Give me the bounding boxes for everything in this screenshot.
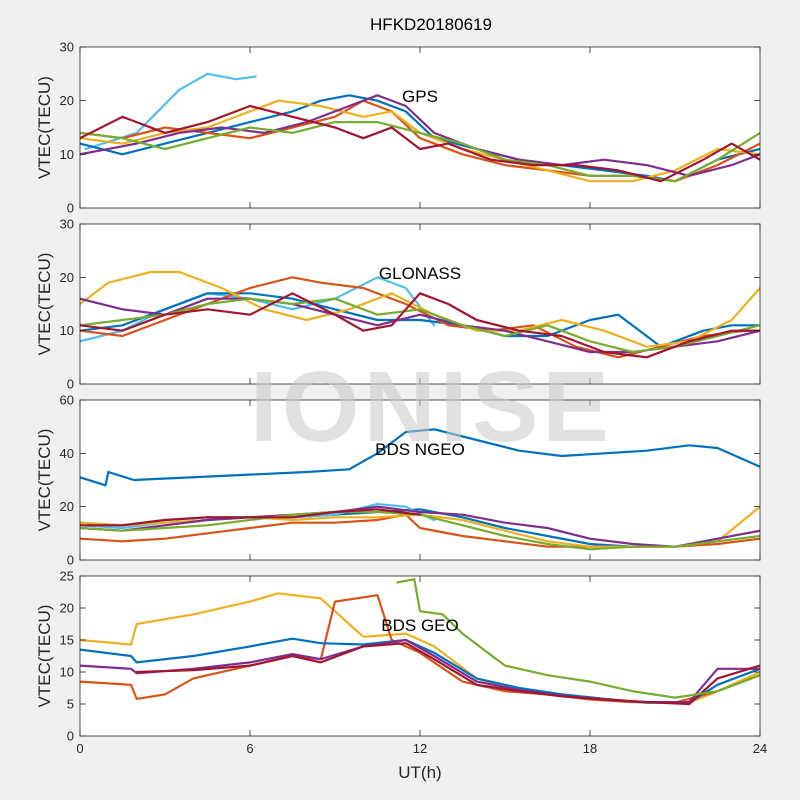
- plot-area: [80, 400, 760, 560]
- series-line-5: [396, 578, 760, 699]
- panel-1: 0 10 20 30 VTEC(TECU) GLONASS: [35, 217, 761, 392]
- y-tick-label: 60: [60, 393, 74, 408]
- x-tick-label: 12: [413, 741, 427, 756]
- y-tick-label: 40: [60, 446, 74, 461]
- series-group: [80, 72, 760, 183]
- y-tick-label: 20: [60, 270, 74, 285]
- y-tick-label: 10: [60, 147, 74, 162]
- series-line-6: [80, 104, 760, 183]
- panel-0: 0 10 20 30 VTEC(TECU) GPS: [35, 40, 761, 216]
- y-tick-label: 5: [67, 697, 74, 712]
- series-line-5: [80, 505, 760, 548]
- series-line-0: [84, 72, 257, 151]
- panel-label: BDS GEO: [381, 616, 458, 635]
- y-tick-label: 20: [60, 601, 74, 616]
- x-tick-label: 0: [76, 741, 83, 756]
- series-group: [80, 270, 760, 359]
- x-tick-label: 6: [246, 741, 253, 756]
- y-tick-label: 10: [60, 323, 74, 338]
- series-line-0: [80, 428, 760, 487]
- panel-3: 0 6 12 18 24 0 5 10 15 20 25 VTEC(TECU) BDS GEO UT(h): [35, 569, 767, 783]
- series-group: [80, 578, 760, 706]
- series-line-4: [80, 94, 760, 177]
- series-line-6: [80, 292, 760, 359]
- y-tick-label: 15: [60, 633, 74, 648]
- y-tick-label: 0: [67, 201, 74, 216]
- y-axis-label: VTEC(TECU): [35, 605, 54, 708]
- plot-area: [80, 576, 760, 736]
- series-line-3: [80, 99, 760, 183]
- y-tick-label: 30: [60, 40, 74, 55]
- plot-area: [80, 47, 760, 208]
- series-line-7: [80, 508, 422, 527]
- x-axis-label: UT(h): [398, 763, 441, 782]
- series-line-4: [135, 642, 760, 706]
- y-axis-label: VTEC(TECU): [35, 429, 54, 532]
- panel-label: GPS: [402, 87, 438, 106]
- y-tick-label: 20: [60, 93, 74, 108]
- y-tick-label: 25: [60, 569, 74, 584]
- y-axis-label: VTEC(TECU): [35, 253, 54, 356]
- panel-2: 0 20 40 60 VTEC(TECU) BDS NGEO: [35, 393, 761, 568]
- series-group: [80, 428, 760, 551]
- y-tick-label: 0: [67, 377, 74, 392]
- y-tick-label: 0: [67, 729, 74, 744]
- figure-title: HFKD20180619: [370, 15, 492, 34]
- y-tick-label: 10: [60, 665, 74, 680]
- series-line-3: [80, 270, 760, 348]
- x-tick-label: 24: [753, 741, 767, 756]
- y-axis-label: VTEC(TECU): [35, 76, 54, 179]
- y-tick-label: 30: [60, 217, 74, 232]
- chart-panels: 0 10 20 30 VTEC(TECU) GPS 0 10 20 30 VTEC(TECU) GLO…: [35, 40, 767, 783]
- watermark: IONISE: [250, 351, 613, 463]
- series-line-5: [80, 297, 760, 354]
- panel-label: GLONASS: [379, 264, 461, 283]
- panel-label: BDS NGEO: [375, 440, 465, 459]
- y-tick-label: 20: [60, 499, 74, 514]
- y-tick-label: 0: [67, 553, 74, 568]
- x-tick-label: 18: [583, 741, 597, 756]
